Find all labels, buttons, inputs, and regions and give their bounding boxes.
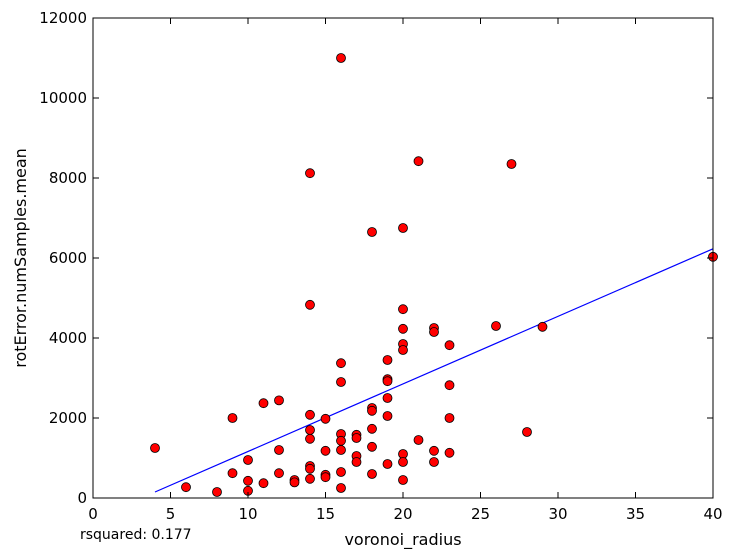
data-point: [429, 457, 439, 467]
x-tick-label: 40: [703, 505, 722, 523]
data-point: [243, 475, 253, 486]
data-point: [398, 345, 408, 355]
data-point: [336, 358, 346, 369]
data-point: [336, 53, 346, 63]
data-point: [274, 395, 284, 406]
data-point: [367, 469, 377, 479]
data-point: [320, 472, 331, 483]
data-point: [336, 377, 346, 387]
data-point: [243, 455, 253, 465]
data-point: [305, 425, 315, 435]
data-point: [305, 473, 315, 484]
y-tick-label: 10000: [39, 89, 87, 107]
y-tick-label: 2000: [49, 409, 87, 427]
data-point: [382, 376, 393, 387]
y-axis-label: rotError.numSamples.mean: [11, 148, 30, 368]
x-tick-label: 35: [626, 505, 645, 523]
data-point: [274, 468, 284, 479]
x-tick-label: 25: [471, 505, 490, 523]
data-point: [258, 398, 269, 409]
data-point: [398, 475, 408, 485]
x-tick-label: 5: [166, 505, 176, 523]
data-point: [367, 405, 377, 416]
data-point: [382, 459, 393, 469]
data-point: [351, 433, 362, 443]
data-point: [382, 355, 393, 365]
data-point: [382, 411, 393, 421]
data-point: [398, 223, 408, 233]
data-point: [367, 441, 377, 452]
data-point: [444, 413, 455, 423]
data-point: [320, 445, 331, 456]
data-point: [413, 156, 424, 167]
regression-line: [154, 248, 714, 493]
data-point: [444, 340, 455, 351]
data-point: [429, 327, 439, 337]
y-tick-label: 8000: [49, 169, 87, 187]
data-point: [305, 433, 315, 444]
data-point: [367, 227, 377, 237]
x-tick-label: 30: [548, 505, 567, 523]
data-point: [351, 457, 362, 467]
data-point: [429, 445, 439, 456]
x-axis-label: voronoi_radius: [344, 530, 461, 550]
data-point: [444, 380, 455, 391]
data-point: [398, 323, 408, 334]
data-point: [320, 413, 331, 424]
y-tick-label: 12000: [39, 9, 87, 27]
y-tick-label: 6000: [49, 249, 87, 267]
y-tick-label: 4000: [49, 329, 87, 347]
data-point: [305, 299, 315, 310]
data-point: [305, 168, 315, 179]
plot-frame: [92, 17, 714, 499]
data-point: [181, 482, 191, 493]
data-point: [367, 423, 377, 434]
data-point: [506, 159, 517, 169]
data-point: [382, 393, 393, 403]
x-tick-label: 20: [393, 505, 412, 523]
data-point: [258, 478, 269, 489]
rsquared-annotation: rsquared: 0.177: [80, 527, 192, 543]
x-tick-label: 0: [88, 505, 98, 523]
data-point: [336, 445, 346, 455]
data-point: [289, 477, 300, 488]
x-tick-label: 10: [238, 505, 257, 523]
data-point: [150, 443, 160, 453]
data-point: [537, 321, 548, 332]
data-point: [274, 445, 284, 455]
y-tick-label: 0: [77, 489, 87, 507]
data-point: [336, 467, 346, 477]
data-point: [212, 487, 222, 497]
data-point: [413, 435, 424, 445]
x-tick-label: 15: [316, 505, 335, 523]
data-point: [336, 435, 346, 446]
data-point: [491, 321, 501, 331]
data-point: [305, 463, 315, 474]
data-point: [336, 483, 346, 493]
data-point: [305, 409, 315, 420]
data-point: [227, 468, 238, 479]
data-point: [522, 427, 532, 437]
data-point: [398, 457, 408, 467]
data-point: [227, 413, 238, 423]
data-point: [398, 304, 408, 315]
data-point: [444, 447, 455, 458]
